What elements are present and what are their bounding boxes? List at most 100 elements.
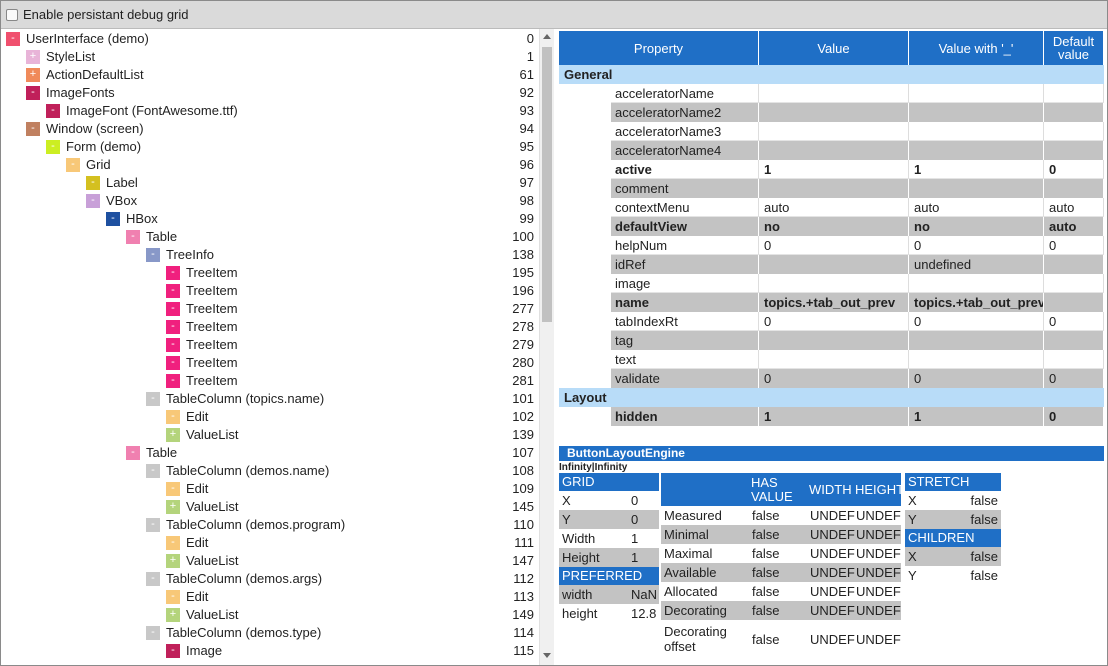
toggle-icon[interactable]: - — [66, 158, 80, 172]
node-label[interactable]: TreeInfo — [166, 247, 214, 262]
property-value: topics.+tab_out_prev — [909, 293, 1044, 312]
node-label[interactable]: TreeItem — [186, 319, 238, 334]
size-name: Measured — [664, 506, 744, 525]
toggle-icon[interactable]: - — [26, 122, 40, 136]
toggle-icon[interactable]: - — [146, 572, 160, 586]
toggle-icon[interactable]: - — [166, 590, 180, 604]
toggle-icon[interactable]: + — [166, 554, 180, 568]
checkbox-label[interactable]: Enable persistant debug grid — [23, 7, 189, 22]
node-label[interactable]: TreeItem — [186, 301, 238, 316]
toggle-icon[interactable]: - — [146, 248, 160, 262]
row-value: false — [905, 547, 998, 566]
property-name: text — [611, 350, 759, 369]
property-value: 1 — [759, 160, 909, 179]
node-label[interactable]: ValueList — [186, 499, 239, 514]
node-label[interactable]: Edit — [186, 535, 208, 550]
node-label[interactable]: ImageFont (FontAwesome.ttf) — [66, 103, 238, 118]
node-label[interactable]: TreeItem — [186, 355, 238, 370]
toggle-icon[interactable]: - — [166, 302, 180, 316]
node-label[interactable]: Table — [146, 445, 177, 460]
engine-title: ButtonLayoutEngine — [559, 446, 1104, 461]
toggle-icon[interactable]: - — [166, 284, 180, 298]
scroll-up[interactable] — [543, 34, 551, 39]
toggle-icon[interactable]: - — [126, 446, 140, 460]
node-id: 94 — [471, 121, 534, 136]
property-value — [909, 84, 1044, 103]
toggle-icon[interactable]: - — [106, 212, 120, 226]
property-value: 1 — [909, 407, 1044, 426]
node-label[interactable]: TableColumn (demos.args) — [166, 571, 322, 586]
node-label[interactable]: TableColumn (demos.program) — [166, 517, 345, 532]
toggle-icon[interactable]: + — [166, 428, 180, 442]
row-key: Height — [562, 548, 600, 567]
toggle-icon[interactable]: - — [146, 626, 160, 640]
toggle-icon[interactable]: - — [146, 392, 160, 406]
toggle-icon[interactable]: - — [146, 464, 160, 478]
toggle-icon[interactable]: + — [26, 50, 40, 64]
checkbox[interactable] — [6, 9, 18, 21]
size-value: UNDEF — [856, 544, 901, 563]
node-label[interactable]: VBox — [106, 193, 137, 208]
toggle-icon[interactable]: - — [166, 374, 180, 388]
node-id: 96 — [471, 157, 534, 172]
toggle-icon[interactable]: - — [166, 482, 180, 496]
node-label[interactable]: Edit — [186, 481, 208, 496]
toggle-icon[interactable]: - — [6, 32, 20, 46]
node-label[interactable]: ValueList — [186, 607, 239, 622]
toggle-icon[interactable]: - — [166, 266, 180, 280]
node-label[interactable]: ActionDefaultList — [46, 67, 144, 82]
node-label[interactable]: Form (demo) — [66, 139, 141, 154]
node-label[interactable]: ValueList — [186, 553, 239, 568]
node-label[interactable]: TableColumn (demos.name) — [166, 463, 329, 478]
size-value: UNDEF — [810, 544, 855, 563]
node-label[interactable]: Window (screen) — [46, 121, 144, 136]
toggle-icon[interactable]: - — [166, 338, 180, 352]
node-label[interactable]: Edit — [186, 589, 208, 604]
toggle-icon[interactable]: + — [26, 68, 40, 82]
node-label[interactable]: TreeItem — [186, 373, 238, 388]
property-value — [759, 255, 909, 274]
node-label[interactable]: TreeItem — [186, 265, 238, 280]
size-value: UNDEF — [856, 601, 901, 620]
size-value: false — [752, 544, 779, 563]
toggle-icon[interactable]: - — [86, 194, 100, 208]
node-id: 280 — [471, 355, 534, 370]
node-label[interactable]: Label — [106, 175, 138, 190]
toggle-icon[interactable]: - — [46, 140, 60, 154]
property-value: topics.+tab_out_prev — [759, 293, 909, 312]
toggle-icon[interactable]: + — [166, 608, 180, 622]
node-id: 145 — [471, 499, 534, 514]
toggle-icon[interactable]: - — [126, 230, 140, 244]
toggle-icon[interactable]: - — [166, 536, 180, 550]
property-value: no — [759, 217, 909, 236]
toggle-icon[interactable]: - — [166, 320, 180, 334]
node-label[interactable]: UserInterface (demo) — [26, 31, 149, 46]
node-label[interactable]: ValueList — [186, 427, 239, 442]
node-label[interactable]: ImageFonts — [46, 85, 115, 100]
node-label[interactable]: HBox — [126, 211, 158, 226]
toggle-icon[interactable]: - — [166, 644, 180, 658]
property-value: 0 — [909, 236, 1044, 255]
node-id: 149 — [471, 607, 534, 622]
node-label[interactable]: TreeItem — [186, 283, 238, 298]
group-header: Layout — [559, 388, 1104, 407]
scroll-down[interactable] — [543, 653, 551, 658]
toggle-icon[interactable]: - — [46, 104, 60, 118]
row-value: NaN — [631, 585, 657, 604]
node-label[interactable]: StyleList — [46, 49, 95, 64]
node-label[interactable]: TreeItem — [186, 337, 238, 352]
scrollbar[interactable] — [539, 29, 554, 665]
node-label[interactable]: Edit — [186, 409, 208, 424]
scroll-thumb[interactable] — [542, 47, 552, 322]
node-label[interactable]: TableColumn (demos.type) — [166, 625, 321, 640]
node-label[interactable]: Table — [146, 229, 177, 244]
toggle-icon[interactable]: + — [166, 500, 180, 514]
toggle-icon[interactable]: - — [166, 356, 180, 370]
node-label[interactable]: Grid — [86, 157, 111, 172]
toggle-icon[interactable]: - — [146, 518, 160, 532]
node-label[interactable]: Image — [186, 643, 222, 658]
toggle-icon[interactable]: - — [26, 86, 40, 100]
toggle-icon[interactable]: - — [166, 410, 180, 424]
toggle-icon[interactable]: - — [86, 176, 100, 190]
node-label[interactable]: TableColumn (topics.name) — [166, 391, 324, 406]
